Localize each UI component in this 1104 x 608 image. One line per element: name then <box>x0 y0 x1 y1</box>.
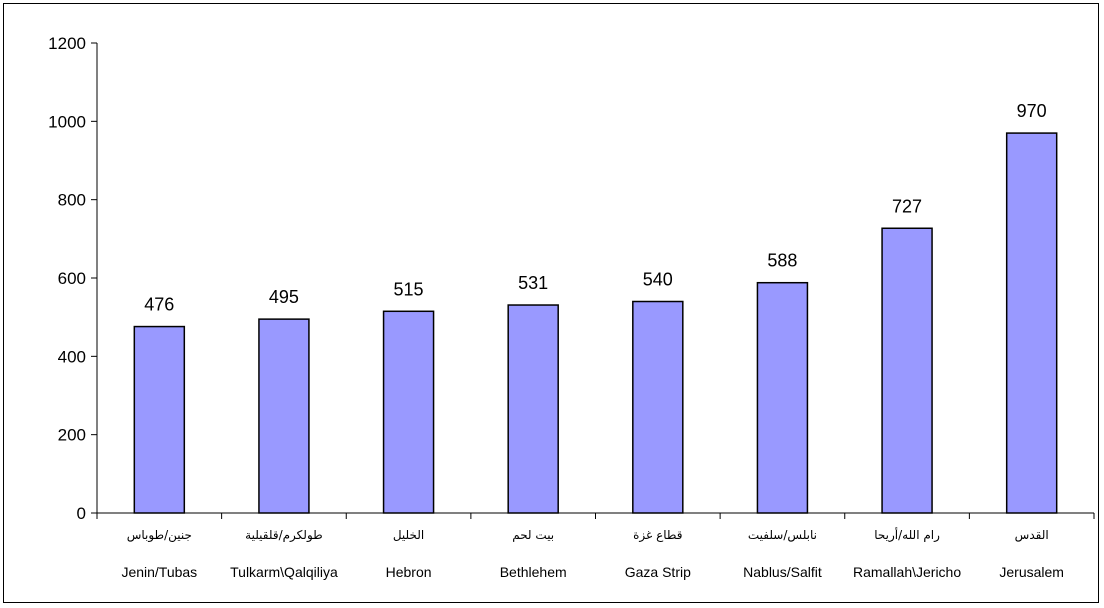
bar-hebron <box>382 310 435 514</box>
bar-jenin-tubas <box>133 325 186 514</box>
y-tick-label: 1200 <box>48 34 86 53</box>
y-tick-label: 0 <box>77 504 86 523</box>
data-label: 540 <box>643 270 673 290</box>
data-label: 588 <box>767 251 797 271</box>
category-label-arabic: جنين/طوباس <box>127 528 192 543</box>
bar-nablus-salfit <box>756 281 809 514</box>
category-label-arabic: بيت لحم <box>512 528 554 542</box>
category-label-arabic: رام الله/أريحا <box>874 527 940 543</box>
bar-gaza-strip <box>632 300 684 514</box>
data-label: 531 <box>518 273 548 293</box>
category-label-english: Jenin/Tubas <box>121 564 197 580</box>
category-label-english: Nablus/Salfit <box>743 564 822 580</box>
bar-chart: 0 200 400 600 800 1000 1200 476 جنين/طوباس Jenin/… <box>48 34 1095 580</box>
data-label: 515 <box>394 279 424 299</box>
chart-frame: 0 200 400 600 800 1000 1200 476 جنين/طوباس Jenin/… <box>3 3 1099 603</box>
y-tick-label: 400 <box>58 347 86 366</box>
bar-bethlehem <box>507 304 559 514</box>
data-label: 970 <box>1017 101 1047 121</box>
y-tick-label: 1000 <box>48 112 86 131</box>
bar-jerusalem <box>1005 132 1058 514</box>
data-label: 476 <box>144 295 174 315</box>
category-label-arabic: القدس <box>1015 528 1049 543</box>
category-label-english: Tulkarm\Qalqiliya <box>230 564 338 580</box>
category-label-arabic: نابلس/سلفيت <box>748 528 817 543</box>
plot-area: 0 200 400 600 800 1000 1200 476 جنين/طوباس Jenin/… <box>48 34 1095 580</box>
bar-tulkarm-qalqiliya <box>258 318 310 514</box>
category-label-english: Ramallah\Jericho <box>853 564 961 580</box>
data-label: 727 <box>892 196 922 216</box>
y-tick-label: 800 <box>58 191 86 210</box>
bar-ramallah-jericho <box>881 227 933 514</box>
data-label: 495 <box>269 287 299 307</box>
category-label-english: Gaza Strip <box>625 564 691 580</box>
y-tick-label: 200 <box>58 426 86 445</box>
category-label-arabic: قطاع غزة <box>633 528 682 543</box>
y-tick-label: 600 <box>58 269 86 288</box>
category-label-english: Hebron <box>386 564 432 580</box>
category-label-english: Bethlehem <box>500 564 567 580</box>
category-label-arabic: الخليل <box>393 528 424 542</box>
category-label-arabic: طولكرم/قلقيلية <box>245 528 323 543</box>
category-label-english: Jerusalem <box>999 564 1064 580</box>
